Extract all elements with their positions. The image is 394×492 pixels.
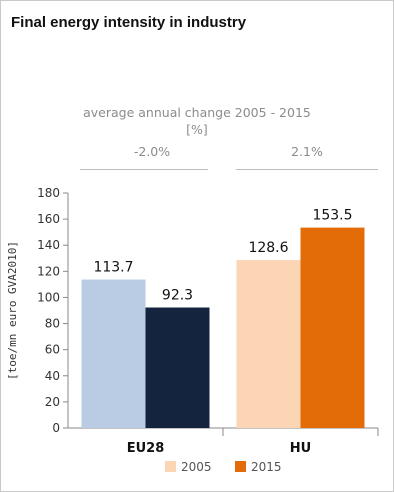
change-label-hu: 2.1% bbox=[291, 144, 323, 159]
legend-label-2015: 2015 bbox=[251, 460, 282, 474]
data-label-eu28-2015: 92.3 bbox=[162, 287, 193, 303]
legend-label-2005: 2005 bbox=[181, 460, 212, 474]
y-tick-label: 100 bbox=[37, 290, 60, 304]
bar-eu28-2015 bbox=[145, 307, 210, 428]
bar-hu-2005 bbox=[236, 260, 301, 428]
subtitle-line-2: [%] bbox=[186, 122, 208, 137]
data-label-eu28-2005: 113.7 bbox=[93, 260, 133, 276]
legend-swatch-2015 bbox=[235, 461, 246, 472]
data-label-hu-2005: 128.6 bbox=[248, 240, 288, 256]
x-category-label-hu: HU bbox=[290, 441, 311, 456]
y-tick-label: 80 bbox=[45, 317, 60, 331]
subtitle-line-1: average annual change 2005 - 2015 bbox=[83, 105, 311, 120]
y-tick-label: 20 bbox=[45, 395, 60, 409]
y-tick-label: 120 bbox=[37, 264, 60, 278]
change-underline-eu28 bbox=[80, 169, 208, 170]
legend-swatch-2005 bbox=[165, 461, 176, 472]
x-category-label-eu28: EU28 bbox=[127, 441, 165, 456]
chart-title: Final energy intensity in industry bbox=[11, 14, 247, 31]
bar-hu-2015 bbox=[300, 227, 365, 428]
y-tick-label: 60 bbox=[45, 343, 60, 357]
y-tick-label: 140 bbox=[37, 238, 60, 252]
data-label-hu-2015: 153.5 bbox=[312, 208, 352, 224]
y-tick-label: 40 bbox=[45, 369, 60, 383]
y-tick-label: 160 bbox=[37, 212, 60, 226]
change-label-eu28: -2.0% bbox=[133, 144, 171, 159]
y-tick-label: 180 bbox=[37, 186, 60, 200]
y-tick-label: 0 bbox=[52, 421, 60, 435]
bar-eu28-2005 bbox=[81, 279, 146, 428]
y-axis-label: [toe/mn euro GVA2010] bbox=[6, 241, 19, 380]
change-underline-hu bbox=[236, 169, 378, 170]
